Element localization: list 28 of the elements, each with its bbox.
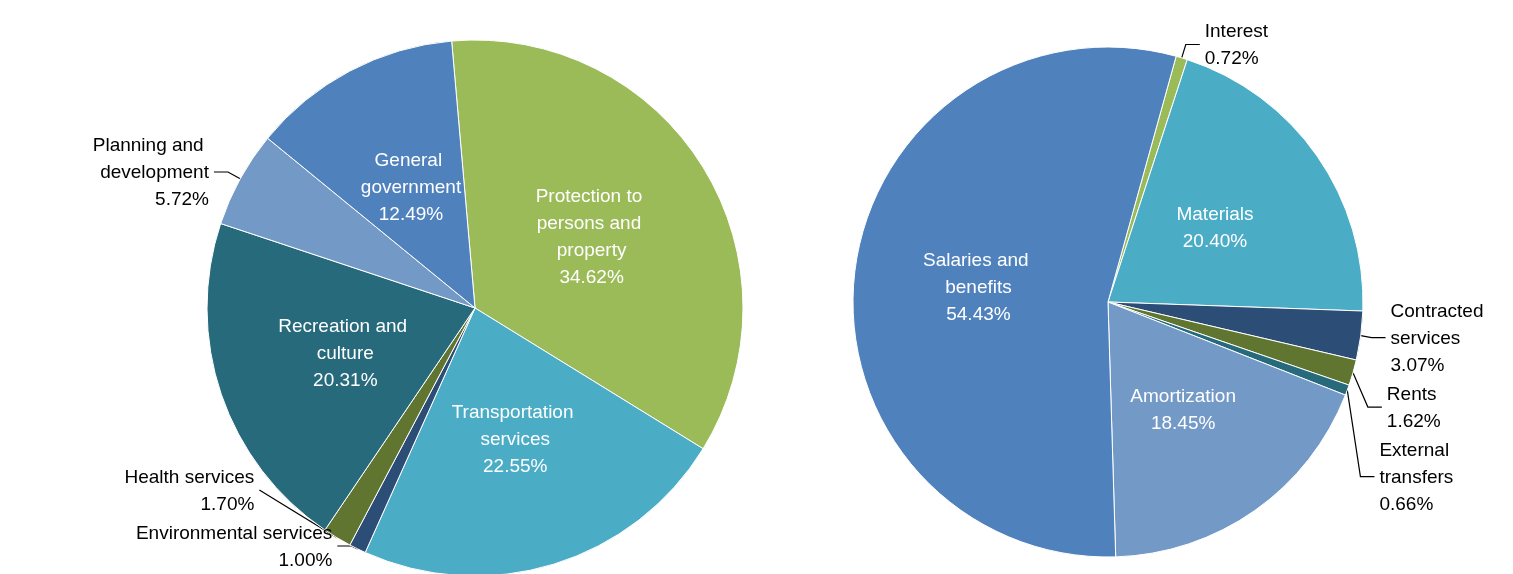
slice-label: Amortization [1130,384,1236,406]
data-label: 0.72% [1204,47,1259,69]
slice-label: Planning and development [92,134,210,183]
slice-label: External transfers [1379,439,1455,488]
data-label: 20.31% [313,368,378,390]
data-label: 22.55% [483,455,548,477]
slice-label: Health services [124,466,255,487]
data-label: 1.00% [278,549,333,570]
data-label: 18.45% [1150,411,1216,433]
slice-label: Materials [1176,203,1254,225]
slice-label: Contracted services [1390,300,1489,349]
slice-label: Recreation and culture [278,314,413,363]
data-label: 54.43% [946,302,1011,324]
data-label: 3.07% [1390,354,1445,376]
data-label: 0.66% [1379,493,1434,515]
data-label: 5.72% [155,188,210,210]
slice-label: Interest [1204,20,1269,42]
slice-label: General government [360,149,462,198]
slice-label: Salaries and benefits [922,248,1034,297]
data-label: 12.49% [378,203,444,225]
data-label: 1.62% [1386,410,1441,432]
slice-label: Protection to persons and property [535,185,648,261]
data-label: 34.62% [559,266,624,288]
slice-label: Rents [1386,383,1437,405]
data-label: 1.70% [200,493,255,514]
slice-label: Transportation services [451,401,579,450]
data-label: 20.40% [1182,230,1248,252]
slice-label: Environmental services [135,522,333,543]
